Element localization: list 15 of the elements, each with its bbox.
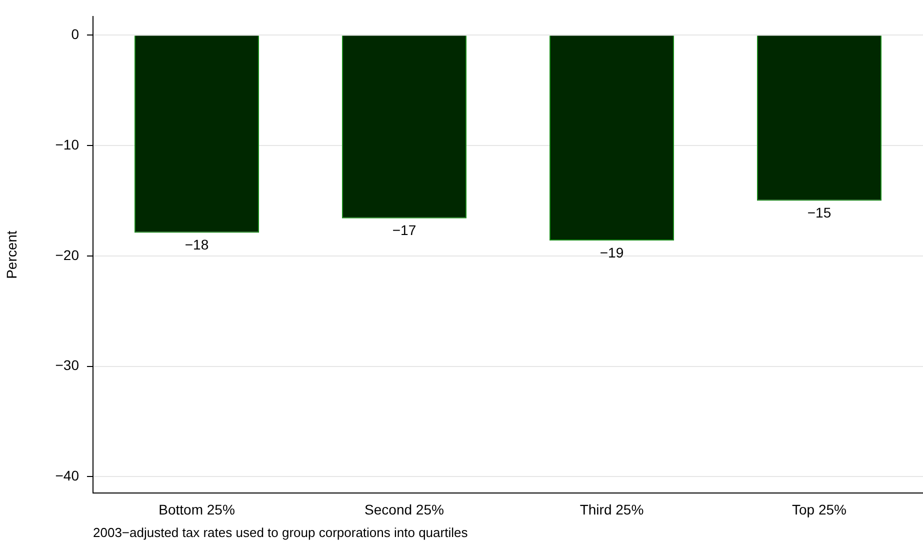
y-tick-label: −40 [55, 468, 80, 484]
y-tick-label: −30 [55, 357, 80, 374]
y-axis-title: Percent [3, 230, 20, 279]
x-tick-label: Top 25% [792, 501, 846, 518]
text: 2003−adjusted tax rates used to group corporations into quartiles [93, 525, 468, 540]
x-tick-label: Third 25% [580, 501, 644, 518]
x-tick-label: Bottom 25% [158, 501, 235, 518]
data-label: −18 [184, 236, 209, 253]
data-label: −15 [807, 204, 832, 221]
data-label: −17 [392, 222, 416, 238]
y-tick-label: 0 [71, 26, 80, 42]
y-tick-label: −10 [55, 136, 80, 152]
y-tick-label: −20 [55, 246, 80, 263]
x-tick-label: Second 25% [364, 501, 444, 518]
data-label: −19 [600, 244, 624, 260]
